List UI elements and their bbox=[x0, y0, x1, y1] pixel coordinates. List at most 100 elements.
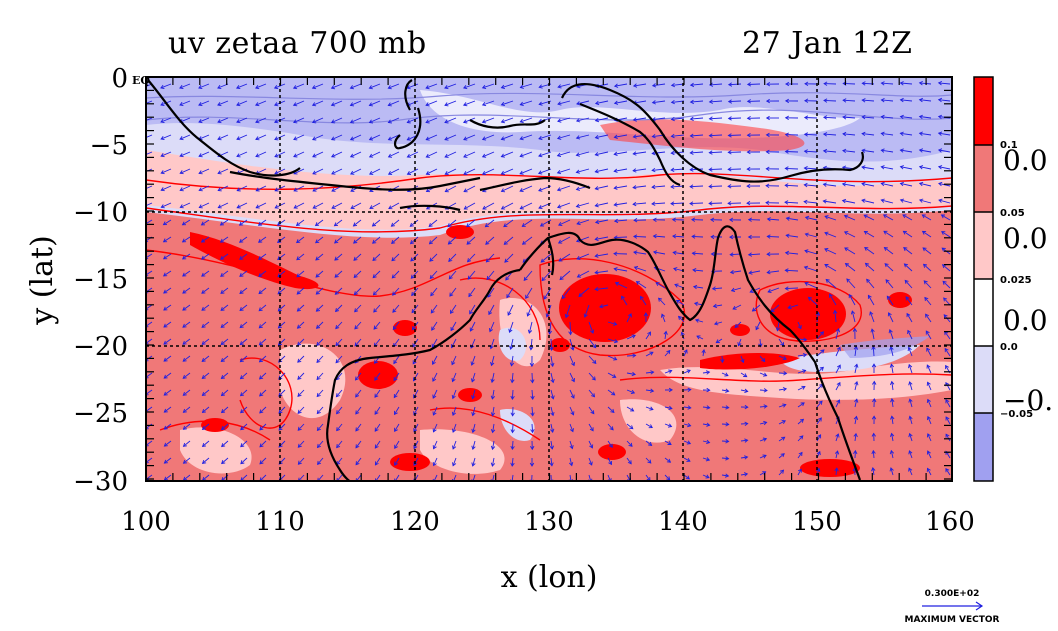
wind-vector-head bbox=[782, 356, 787, 361]
wind-vector-head bbox=[880, 165, 885, 170]
wind-vector bbox=[919, 166, 932, 170]
wind-vector bbox=[507, 304, 514, 316]
wind-vector bbox=[759, 454, 767, 459]
wind-vector bbox=[540, 219, 552, 227]
wind-vector bbox=[588, 457, 593, 466]
wind-vector bbox=[430, 287, 438, 296]
wind-vector-head bbox=[481, 171, 487, 175]
wind-vector bbox=[709, 185, 723, 188]
wind-vector-head bbox=[633, 265, 639, 271]
wind-vector-head bbox=[432, 462, 437, 467]
wind-vector-head bbox=[556, 204, 562, 209]
y-tick: −15 bbox=[73, 265, 128, 295]
wind-vector bbox=[466, 236, 476, 245]
wind-vector bbox=[671, 100, 685, 103]
wind-vector bbox=[221, 423, 229, 430]
wind-vector bbox=[373, 304, 381, 313]
wind-vector bbox=[296, 219, 305, 226]
wind-vector bbox=[482, 117, 495, 123]
wind-vector bbox=[835, 433, 839, 442]
wind-vector bbox=[588, 440, 593, 449]
wind-vector-head bbox=[890, 398, 895, 403]
wind-vector bbox=[692, 235, 704, 238]
wind-vector-head bbox=[651, 134, 656, 139]
wind-vector-head bbox=[675, 300, 681, 304]
wind-vector bbox=[491, 372, 495, 383]
wind-vector bbox=[331, 134, 343, 141]
wind-vector-head bbox=[667, 441, 672, 445]
wind-vector-head bbox=[710, 251, 715, 257]
wind-vector-head bbox=[689, 184, 694, 189]
wind-vector-head bbox=[576, 221, 581, 226]
wind-vector bbox=[584, 304, 590, 318]
wind-vector-head bbox=[844, 247, 849, 252]
wind-vector bbox=[721, 474, 729, 477]
wind-vector bbox=[607, 389, 615, 396]
wind-vector bbox=[785, 287, 799, 290]
wind-vector-head bbox=[412, 343, 417, 348]
wind-vector-head bbox=[766, 82, 771, 87]
wind-vector-head bbox=[871, 467, 876, 472]
wind-vector-head bbox=[258, 324, 263, 329]
wind-vector bbox=[759, 438, 767, 442]
wind-vector bbox=[881, 199, 894, 204]
wind-vector-head bbox=[651, 167, 656, 173]
wind-vector bbox=[861, 166, 875, 170]
wind-vector bbox=[891, 433, 894, 442]
wind-vector-head bbox=[748, 270, 753, 275]
wind-vector bbox=[296, 236, 305, 243]
wind-vector bbox=[709, 202, 723, 204]
wind-vector bbox=[804, 201, 818, 204]
wind-vector-head bbox=[217, 84, 222, 90]
wind-vector-head bbox=[631, 371, 636, 377]
wind-vector-head bbox=[710, 234, 715, 240]
wind-vector bbox=[160, 117, 172, 123]
wind-vector bbox=[410, 270, 419, 279]
wind-vector bbox=[218, 202, 229, 209]
wind-vector-head bbox=[613, 185, 618, 190]
wind-vector-head bbox=[823, 98, 828, 103]
wind-vector-head bbox=[470, 378, 476, 383]
wind-vector-head bbox=[899, 131, 904, 136]
wind-vector bbox=[312, 202, 324, 209]
wind-vector bbox=[407, 100, 419, 106]
wind-vector-head bbox=[335, 393, 340, 398]
wind-vector bbox=[881, 82, 894, 85]
wind-vector bbox=[180, 202, 191, 208]
wind-vector-head bbox=[372, 239, 377, 244]
wind-vector bbox=[431, 338, 438, 348]
wind-vector-head bbox=[353, 256, 358, 261]
wind-vector-head bbox=[802, 369, 807, 374]
wind-vector bbox=[511, 389, 514, 400]
wind-vector bbox=[540, 253, 552, 263]
wind-vector bbox=[633, 185, 647, 189]
wind-vector bbox=[908, 347, 913, 357]
wind-vector-head bbox=[926, 364, 931, 369]
wind-vector bbox=[740, 389, 748, 392]
wind-vector-head bbox=[221, 460, 226, 465]
wind-vector bbox=[797, 354, 807, 357]
wind-vector-head bbox=[451, 394, 456, 400]
wind-vector-head bbox=[374, 427, 379, 432]
wind-vector bbox=[927, 399, 932, 408]
wind-vector bbox=[482, 168, 495, 175]
wind-vector-head bbox=[490, 462, 496, 467]
wind-vector bbox=[482, 100, 495, 106]
wind-vector-head bbox=[277, 324, 282, 329]
wind-vector bbox=[183, 389, 191, 396]
wind-vector-head bbox=[490, 445, 496, 451]
wind-vector-head bbox=[631, 334, 636, 339]
wind-vector-head bbox=[729, 269, 735, 275]
wind-vector bbox=[202, 389, 210, 396]
wind-vector bbox=[426, 151, 438, 158]
wind-vector bbox=[201, 321, 210, 328]
wind-vector-head bbox=[258, 307, 263, 312]
wind-vector bbox=[721, 372, 729, 377]
wind-vector bbox=[709, 83, 723, 86]
wind-vector bbox=[658, 297, 666, 306]
wind-vector bbox=[903, 247, 913, 255]
wind-vector-head bbox=[594, 100, 600, 106]
wind-vector-head bbox=[632, 151, 637, 156]
wind-vector-head bbox=[575, 135, 581, 140]
wind-vector-head bbox=[519, 101, 524, 106]
